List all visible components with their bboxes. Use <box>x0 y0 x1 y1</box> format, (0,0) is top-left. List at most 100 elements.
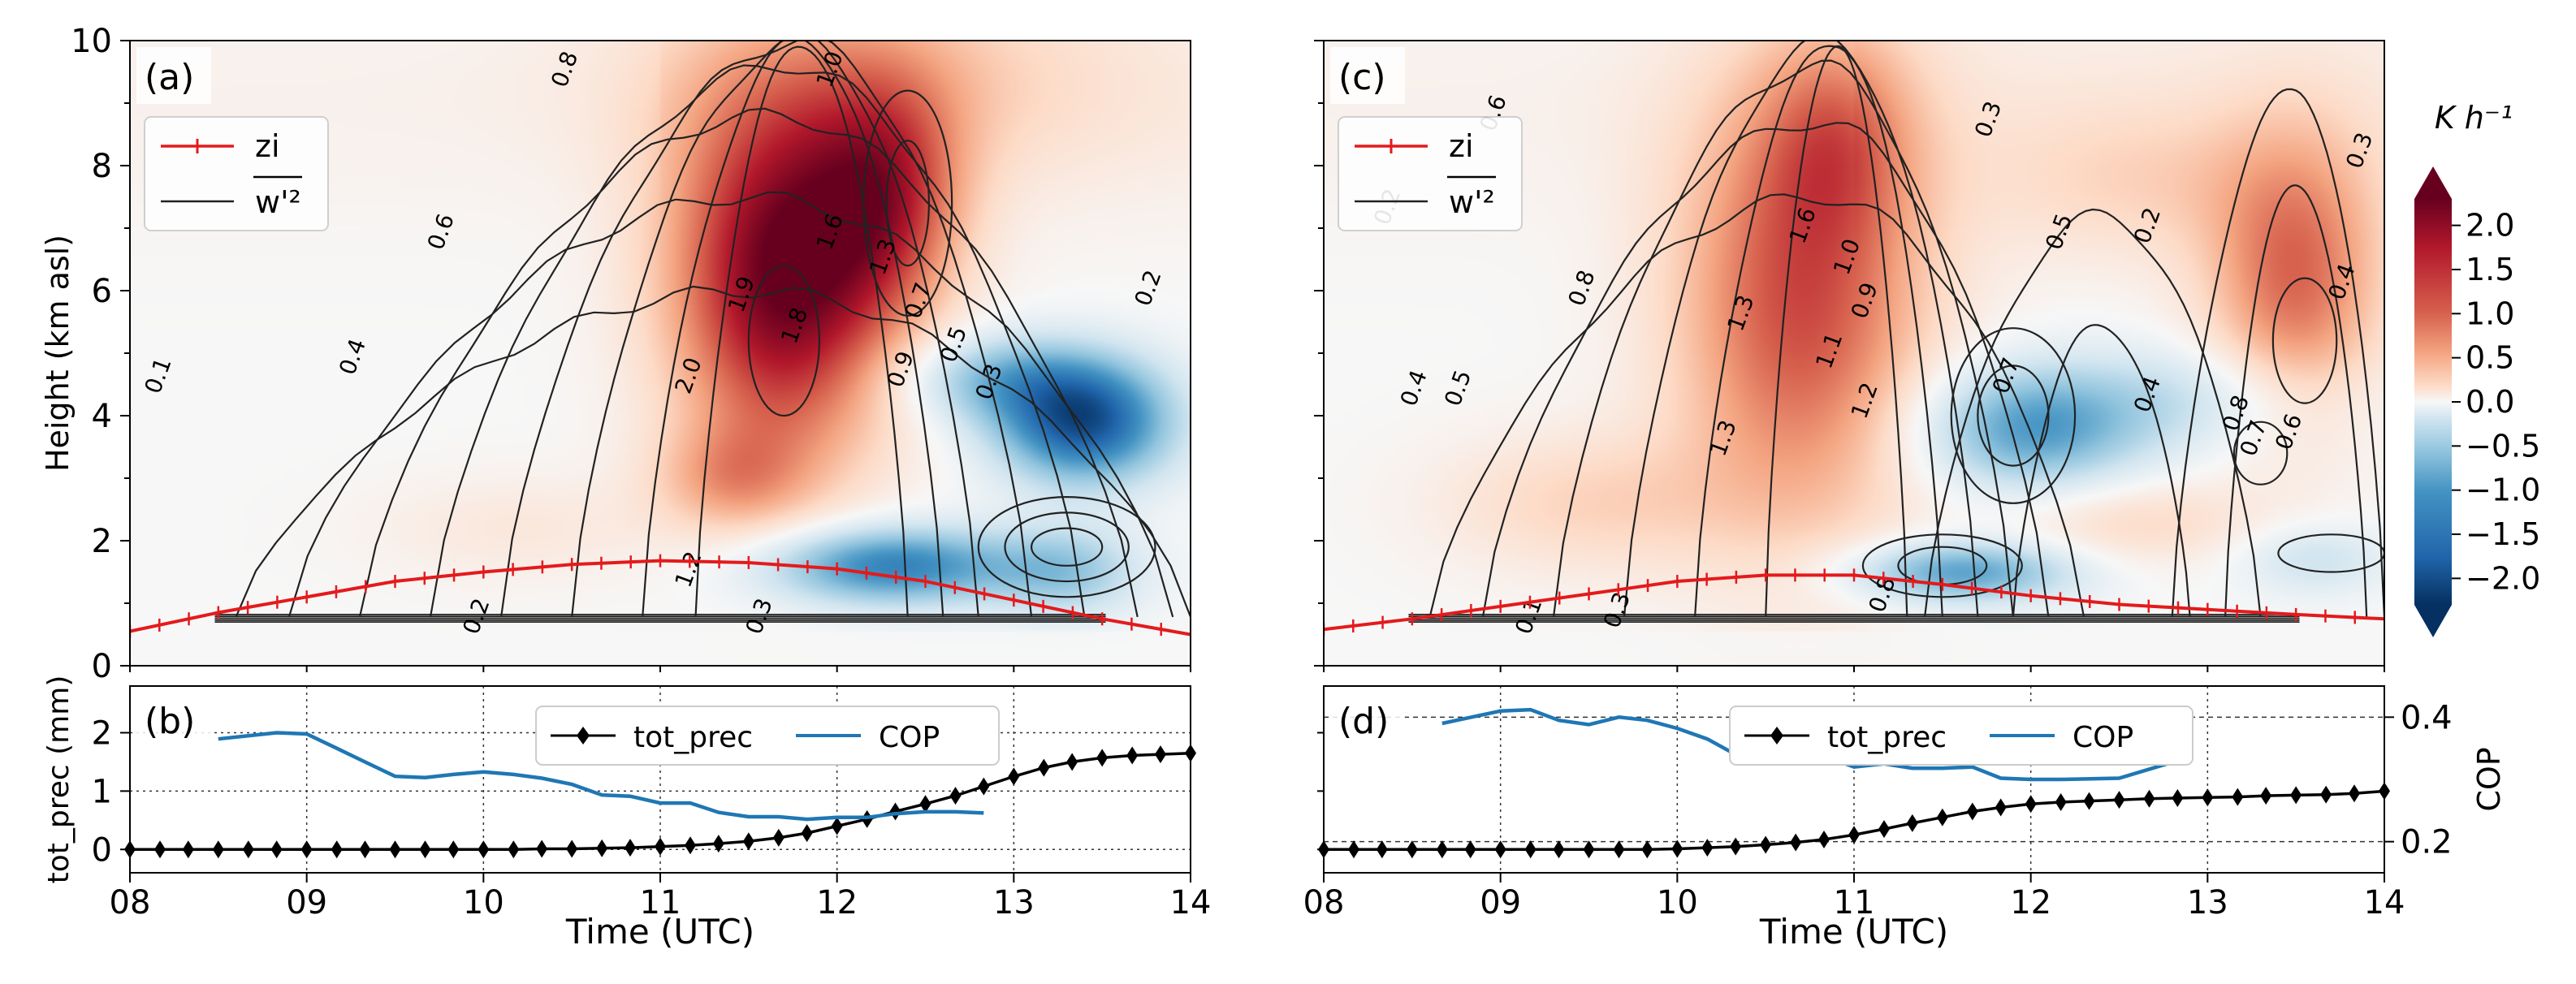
x-tick-label: 13 <box>2187 884 2228 921</box>
panel-a-zi-line <box>130 554 1191 638</box>
panel-b-x-ticks: 08 09 10 11 12 13 14 <box>110 873 1211 921</box>
tot-prec-marker <box>1966 802 1978 821</box>
panel-c-y-ticks <box>1314 40 1324 667</box>
tot-prec-marker <box>1126 746 1139 765</box>
panel-b-legend: tot_prec COP <box>535 706 1000 766</box>
panel-b: 012 08 09 10 11 12 13 14 Time (UTC) tot_prec (… <box>42 675 1211 952</box>
w2-contour-line <box>2012 324 2191 617</box>
tot-prec-marker <box>1553 840 1565 859</box>
panel-d-legend-cop-label: COP <box>2072 721 2133 754</box>
panel-b-series <box>124 731 1196 859</box>
colorbar-tick-label: 0.5 <box>2466 340 2514 376</box>
panel-b-xlabel: Time (UTC) <box>565 912 754 952</box>
w2-contour-cell <box>1030 527 1104 567</box>
colorbar: K h⁻¹ 2.0 1.5 1.0 0.5 0.0 −0.5 −1.0 −1.5 −2.0 <box>2414 100 2540 637</box>
tot-prec-marker <box>1995 798 2007 817</box>
w2-contour-line <box>1481 122 2050 618</box>
colorbar-ticks: 2.0 1.5 1.0 0.5 0.0 −0.5 −1.0 −1.5 −2.0 <box>2452 208 2540 596</box>
y-tick-label: 6 <box>92 273 112 310</box>
tot-prec-marker <box>2083 792 2095 810</box>
panel-d-legend-tot-prec-marker <box>1770 727 1783 744</box>
colorbar-tick-label: 0.0 <box>2466 384 2514 420</box>
tot-prec-marker <box>1936 808 1948 826</box>
tot-prec-marker <box>1008 767 1020 786</box>
tot-prec-marker <box>1613 840 1625 859</box>
panel-a-legend-w2-label: w'² <box>255 184 301 220</box>
panel-c: 0.20.40.50.60.81.31.31.61.00.91.11.20.70… <box>1314 40 2385 672</box>
x-tick-label: 10 <box>1657 884 1698 921</box>
tot-prec-marker <box>1348 840 1360 859</box>
tot-prec-marker <box>1376 840 1388 859</box>
x-tick-label: 12 <box>816 884 858 921</box>
panel-a-y-ticks: 0 2 4 6 8 10 <box>71 23 130 685</box>
tot-prec-marker <box>2202 788 2214 807</box>
panel-d-y-ticks: 0.2 0.4 <box>1317 699 2453 861</box>
x-tick-label: 13 <box>993 884 1035 921</box>
x-tick-label: 11 <box>640 884 681 921</box>
w2-contour-line <box>1924 208 2262 618</box>
panel-d: 0.2 0.4 08 09 10 11 12 13 14 Time (UTC) COP (d)… <box>1303 685 2507 952</box>
tot-prec-marker <box>1701 839 1714 857</box>
w2-contour-cell <box>885 140 930 267</box>
tot-prec-marker <box>831 817 843 835</box>
tot-prec-marker <box>624 839 636 857</box>
panel-b-y-ticks: 0 1 2 <box>92 715 130 869</box>
tot-prec-marker <box>1760 835 1772 854</box>
panel-c-legend: zi w'² <box>1338 116 1523 231</box>
colorbar-tick-label: 1.0 <box>2466 296 2514 331</box>
panel-a-ylabel: Height (km asl) <box>40 235 76 472</box>
w2-contour-cell <box>2271 277 2338 404</box>
tot-prec-marker <box>1848 826 1860 844</box>
w2-contour-line <box>287 191 1174 618</box>
y-tick-label: 0 <box>92 831 112 869</box>
panel-b-label-box <box>136 693 211 746</box>
tot-prec-marker <box>1154 745 1166 764</box>
colorbar-tick-label: 2.0 <box>2466 208 2514 244</box>
tot-prec-marker <box>270 840 283 859</box>
panel-d-legend-tot-prec-label: tot_prec <box>1827 721 1947 754</box>
panel-a-label: (a) <box>145 57 194 98</box>
tot-prec-marker <box>359 840 371 859</box>
w2-contour-cell <box>2232 421 2289 486</box>
tot-prec-marker <box>685 836 697 855</box>
panel-d-xlabel: Time (UTC) <box>1759 912 1948 952</box>
tot-prec-marker <box>389 840 401 859</box>
tot-prec-marker <box>300 840 313 859</box>
tot-prec-marker <box>566 839 578 858</box>
x-tick-label: 12 <box>2010 884 2051 921</box>
panel-d-label: (d) <box>1338 701 1389 742</box>
y-tick-label: 2 <box>92 715 112 753</box>
tot-prec-marker <box>742 832 754 851</box>
x-tick-label: 08 <box>110 884 151 921</box>
panel-b-legend-tot-prec-marker <box>577 727 590 744</box>
tot-prec-marker <box>772 828 784 847</box>
tot-prec-marker <box>596 839 608 857</box>
colorbar-tick-label: −0.5 <box>2466 428 2540 464</box>
tot-prec-marker <box>2320 785 2332 804</box>
tot-prec-marker <box>1583 840 1595 859</box>
tot-prec-marker <box>2290 786 2302 805</box>
tot-prec-marker <box>182 840 194 859</box>
y-tick-label: 10 <box>71 23 112 60</box>
w2-contour-cell <box>1950 327 2077 504</box>
tot-prec-marker <box>331 840 343 859</box>
tot-prec-marker <box>2055 793 2067 812</box>
w2-contour-line <box>235 285 1191 618</box>
y-tick-label: 1 <box>92 773 112 810</box>
panel-d-ylabel2: COP <box>2471 747 2507 811</box>
tot-prec-marker <box>2025 795 2037 814</box>
tot-prec-marker <box>1494 840 1506 859</box>
cop-y-tick-label: 0.2 <box>2401 824 2453 861</box>
panel-a-x-ticks <box>129 666 1191 672</box>
panel-c-label: (c) <box>1338 57 1386 98</box>
w2-contour-line <box>1694 45 1943 617</box>
panel-b-legend-tot-prec-label: tot_prec <box>633 721 753 754</box>
w2-contour-cell <box>977 496 1156 598</box>
panel-d-legend: tot_prec COP <box>1729 706 2193 766</box>
tot-prec-marker <box>919 795 931 814</box>
tot-prec-marker <box>2348 784 2360 803</box>
tot-prec-marker <box>2113 791 2125 809</box>
w2-contour-line <box>694 45 909 617</box>
tot-prec-marker <box>536 839 548 858</box>
